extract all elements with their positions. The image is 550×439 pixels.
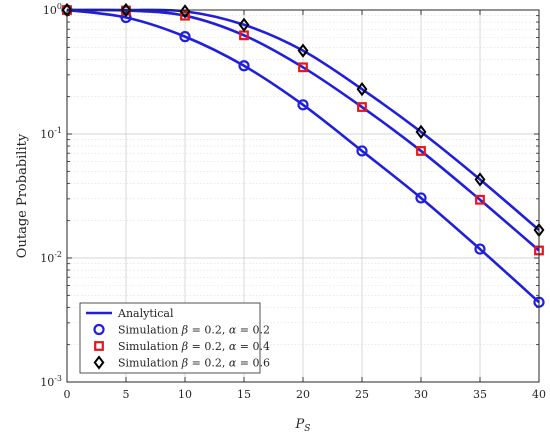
y-tick-base: 10 bbox=[40, 128, 54, 141]
legend-label-part: = 0.2, bbox=[188, 324, 229, 337]
legend-label-part: = 0.2, bbox=[188, 357, 229, 370]
y-tick-base: 10 bbox=[40, 252, 54, 265]
legend-swatch-circle bbox=[93, 323, 105, 336]
data-point-square bbox=[357, 102, 367, 112]
data-point-circle bbox=[474, 243, 486, 255]
data-point-diamond bbox=[356, 81, 368, 97]
x-tick-label: 35 bbox=[473, 388, 487, 401]
y-tick-exponent: -2 bbox=[54, 250, 62, 259]
legend-label-simulation: Simulation β = 0.2, α = 0.4 bbox=[118, 340, 270, 353]
legend-label-part: β bbox=[181, 340, 188, 353]
legend-label-part: = 0.2 bbox=[236, 324, 270, 337]
x-axis-label-main: P bbox=[295, 417, 305, 432]
data-point-circle bbox=[356, 145, 368, 157]
y-tick-exponent: -1 bbox=[54, 126, 62, 135]
legend-label-part: = 0.4 bbox=[236, 340, 270, 353]
data-point-square bbox=[298, 62, 308, 73]
x-tick-label: 40 bbox=[532, 388, 546, 401]
x-tick-label: 10 bbox=[178, 388, 192, 401]
data-point-circle bbox=[238, 60, 250, 72]
analytical-curve bbox=[66, 8, 540, 304]
legend-label-part: α bbox=[229, 324, 237, 337]
legend-swatch-diamond bbox=[93, 355, 105, 370]
y-tick-base: 10 bbox=[40, 376, 54, 389]
x-tick-label: 5 bbox=[123, 388, 130, 401]
data-point-diamond bbox=[297, 43, 309, 58]
y-tick-label: 100 bbox=[43, 2, 62, 17]
legend-label-part: = 0.6 bbox=[236, 357, 270, 370]
legend-swatch-square bbox=[94, 341, 104, 351]
y-axis-label: Outage Probability bbox=[15, 133, 30, 258]
legend-label-part: Simulation bbox=[118, 357, 182, 370]
x-tick-label: 15 bbox=[237, 388, 251, 401]
data-point-square bbox=[416, 146, 426, 156]
legend-label-simulation: Simulation β = 0.2, α = 0.2 bbox=[118, 324, 270, 337]
legend-label-part: α bbox=[229, 340, 237, 353]
data-point-circle bbox=[415, 192, 427, 204]
legend-label-part: Simulation bbox=[118, 324, 182, 337]
data-point-diamond bbox=[238, 17, 250, 32]
data-point-square bbox=[475, 194, 485, 205]
legend-label-part: β bbox=[181, 324, 188, 337]
legend-label-part: α bbox=[229, 357, 237, 370]
data-point-circle bbox=[179, 31, 191, 43]
data-point-diamond bbox=[415, 124, 427, 140]
y-tick-base: 10 bbox=[43, 4, 57, 17]
x-tick-label: 0 bbox=[64, 388, 71, 401]
y-tick-label: 10-3 bbox=[40, 374, 62, 389]
legend-label-part: β bbox=[181, 357, 188, 370]
y-tick-exponent: 0 bbox=[57, 2, 62, 11]
legend-box bbox=[79, 302, 261, 374]
x-axis-label-sub: S bbox=[304, 424, 310, 434]
legend-label-part: Simulation bbox=[118, 340, 182, 353]
y-tick-label: 10-1 bbox=[40, 126, 62, 141]
x-tick-label: 30 bbox=[414, 388, 428, 401]
y-tick-label: 10-2 bbox=[40, 250, 62, 265]
legend-label-part: = 0.2, bbox=[188, 340, 229, 353]
data-point-circle bbox=[297, 99, 309, 111]
x-tick-label: 20 bbox=[296, 388, 310, 401]
x-axis-label: PS bbox=[295, 417, 311, 434]
x-tick-label: 25 bbox=[355, 388, 369, 401]
legend-label-analytical: Analytical bbox=[117, 307, 174, 320]
y-tick-exponent: -3 bbox=[54, 374, 62, 383]
legend-label-simulation: Simulation β = 0.2, α = 0.6 bbox=[118, 357, 270, 370]
data-point-diamond bbox=[474, 172, 486, 187]
data-point-diamond bbox=[120, 2, 132, 18]
